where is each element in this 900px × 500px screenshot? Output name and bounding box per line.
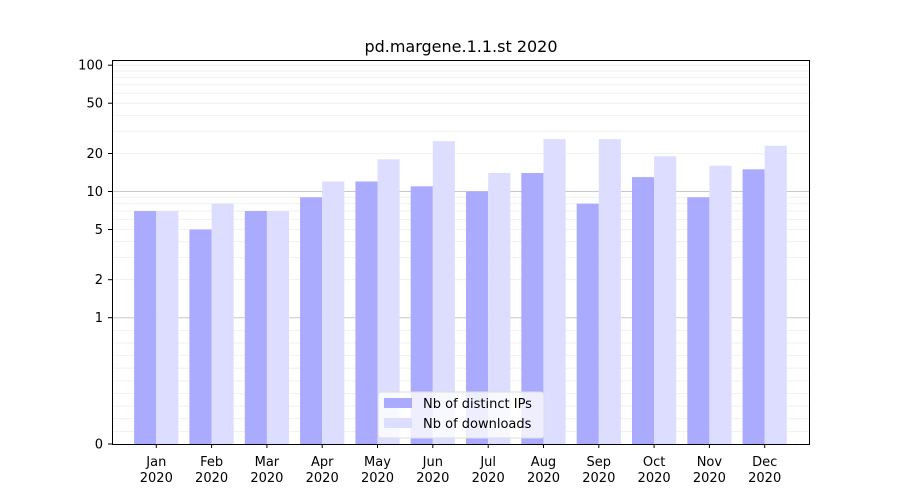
bars — [134, 139, 787, 445]
x-tick-label: Dec 2020 — [748, 455, 781, 486]
y-tick-label: 50 — [86, 97, 103, 112]
bar-distinct-ips — [466, 191, 489, 444]
y-tick-label: 5 — [95, 223, 103, 238]
x-tick-label: Sep 2020 — [582, 455, 615, 486]
bar-downloads — [598, 139, 621, 444]
x-tick-label: Jun 2020 — [416, 455, 449, 486]
bar-downloads — [543, 139, 566, 444]
bar-distinct-ips — [134, 211, 157, 444]
x-tick-label: Mar 2020 — [250, 455, 283, 486]
bar-distinct-ips — [742, 169, 765, 445]
y-tick-label: 0 — [95, 438, 103, 453]
bar-distinct-ips — [576, 203, 599, 444]
legend-swatch — [384, 418, 412, 428]
bar-distinct-ips — [300, 197, 323, 444]
y-tick-label: 10 — [86, 185, 103, 200]
legend-swatch — [384, 398, 412, 408]
bar-downloads — [156, 211, 179, 444]
y-tick-label: 2 — [95, 273, 103, 288]
bar-downloads — [654, 156, 677, 445]
bar-distinct-ips — [410, 186, 433, 445]
y-tick-label: 100 — [78, 59, 103, 74]
bar-downloads — [266, 211, 289, 444]
x-tick-label: Nov 2020 — [693, 455, 726, 486]
plot-frame — [112, 60, 810, 445]
chart-title: pd.margene.1.1.st 2020 — [364, 37, 557, 56]
bar-distinct-ips — [244, 211, 267, 444]
y-tick-label: 20 — [86, 147, 103, 162]
bar-downloads — [322, 181, 345, 444]
y-axis: 0 1 2 5 10 20 50 100 — [78, 59, 112, 453]
legend-label: Nb of downloads — [423, 417, 532, 432]
x-axis: Jan 2020 Feb 2020 Mar 2020 Apr 2020 May 2020 Jun 20… — [140, 444, 781, 486]
x-tick-label: Oct 2020 — [638, 455, 671, 486]
bar-distinct-ips — [687, 197, 710, 444]
legend: Nb of distinct IPs Nb of downloads — [377, 391, 545, 439]
y-tick-label: 1 — [95, 311, 103, 326]
x-tick-label: Feb 2020 — [195, 455, 228, 486]
bar-downloads — [764, 145, 787, 445]
x-tick-label: Apr 2020 — [306, 455, 339, 486]
bar-downloads — [432, 141, 455, 444]
bar-downloads — [488, 173, 511, 444]
bar-distinct-ips — [521, 173, 544, 444]
legend-label: Nb of distinct IPs — [423, 397, 532, 412]
x-tick-label: Aug 2020 — [527, 455, 560, 486]
bar-downloads — [211, 203, 234, 444]
bar-downloads — [377, 159, 400, 445]
bar-distinct-ips — [355, 181, 378, 444]
bar-distinct-ips — [189, 229, 212, 444]
legend-box — [377, 391, 545, 439]
bar-downloads — [709, 165, 732, 444]
x-tick-label: Jan 2020 — [140, 455, 173, 486]
x-tick-label: Jul 2020 — [472, 455, 505, 486]
bar-distinct-ips — [632, 177, 655, 444]
x-tick-label: May 2020 — [361, 455, 394, 486]
